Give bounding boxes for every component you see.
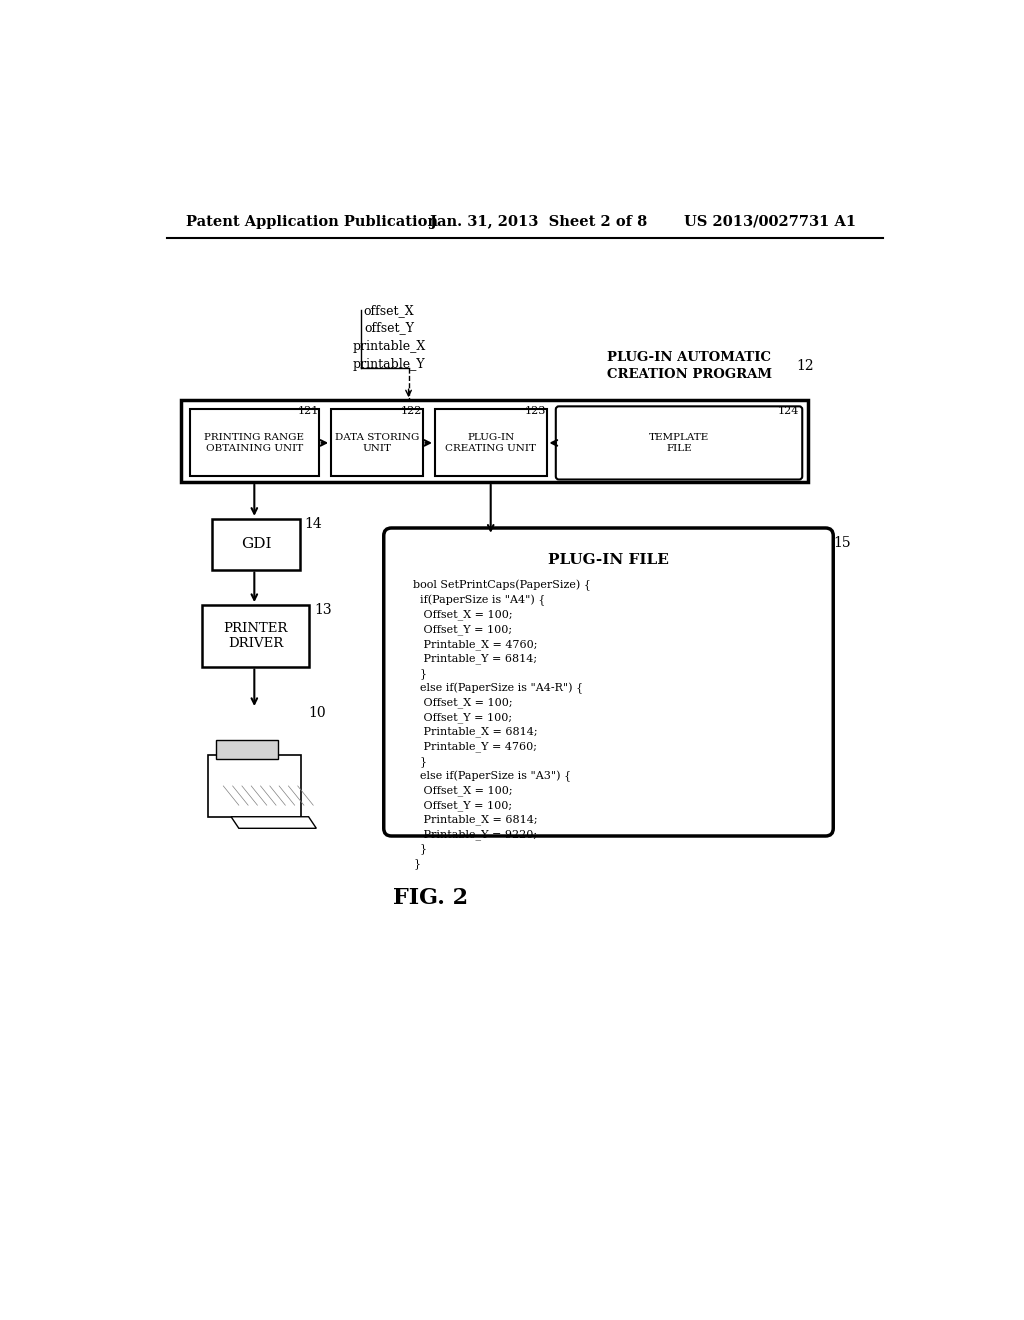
Text: 10: 10: [308, 706, 327, 719]
Text: if(PaperSize is "A4") {: if(PaperSize is "A4") {: [414, 595, 546, 606]
Bar: [180, 400, 809, 482]
Bar: [190, 409, 318, 477]
Bar: [331, 409, 423, 477]
Text: }: }: [414, 756, 427, 767]
Text: 14: 14: [305, 517, 323, 531]
Text: GDI: GDI: [241, 537, 271, 552]
Text: PLUG-IN AUTOMATIC
CREATION PROGRAM: PLUG-IN AUTOMATIC CREATION PROGRAM: [607, 351, 772, 381]
Text: PRINTER
DRIVER: PRINTER DRIVER: [223, 622, 288, 649]
Text: printable_X: printable_X: [352, 339, 426, 352]
Polygon shape: [231, 817, 316, 829]
Text: Printable_X = 4760;: Printable_X = 4760;: [414, 639, 538, 649]
Bar: [216, 739, 278, 759]
Text: }: }: [414, 858, 420, 869]
Text: Offset_Y = 100;: Offset_Y = 100;: [414, 624, 512, 635]
Text: else if(PaperSize is "A3") {: else if(PaperSize is "A3") {: [414, 771, 571, 781]
Text: TEMPLATE
FILE: TEMPLATE FILE: [649, 433, 710, 453]
Text: Printable_X = 6814;: Printable_X = 6814;: [414, 727, 538, 738]
Text: DATA STORING
UNIT: DATA STORING UNIT: [335, 433, 419, 453]
Text: 124: 124: [778, 407, 799, 416]
Text: PRINTING RANGE
OBTAINING UNIT: PRINTING RANGE OBTAINING UNIT: [205, 433, 304, 453]
Text: Printable_Y = 4760;: Printable_Y = 4760;: [414, 742, 538, 752]
Text: Patent Application Publication: Patent Application Publication: [186, 215, 438, 228]
Text: 123: 123: [525, 407, 547, 416]
Text: bool SetPrintCaps(PaperSize) {: bool SetPrintCaps(PaperSize) {: [414, 579, 591, 591]
Text: Printable_Y = 6814;: Printable_Y = 6814;: [414, 653, 538, 664]
Text: 15: 15: [834, 536, 851, 549]
Text: Offset_Y = 100;: Offset_Y = 100;: [414, 711, 512, 723]
Text: }: }: [414, 668, 427, 678]
Text: 122: 122: [401, 407, 423, 416]
Text: else if(PaperSize is "A4-R") {: else if(PaperSize is "A4-R") {: [414, 682, 584, 694]
Text: 13: 13: [314, 603, 332, 618]
Text: Offset_X = 100;: Offset_X = 100;: [414, 610, 513, 620]
FancyBboxPatch shape: [556, 407, 802, 479]
Text: Jan. 31, 2013  Sheet 2 of 8: Jan. 31, 2013 Sheet 2 of 8: [430, 215, 647, 228]
Bar: [212, 519, 300, 570]
Text: Printable_X = 6814;: Printable_X = 6814;: [414, 814, 538, 825]
Text: Offset_Y = 100;: Offset_Y = 100;: [414, 800, 512, 810]
Text: FIG. 2: FIG. 2: [392, 887, 468, 908]
Text: PLUG-IN FILE: PLUG-IN FILE: [548, 553, 669, 568]
Text: Offset_X = 100;: Offset_X = 100;: [414, 785, 513, 796]
Bar: [208, 755, 301, 817]
Text: printable_Y: printable_Y: [353, 358, 426, 371]
Text: }: }: [414, 843, 427, 854]
Text: Offset_X = 100;: Offset_X = 100;: [414, 697, 513, 708]
Bar: [203, 605, 309, 667]
Text: US 2013/0027731 A1: US 2013/0027731 A1: [684, 215, 856, 228]
Text: Printable_Y = 9220;: Printable_Y = 9220;: [414, 829, 538, 840]
Text: offset_Y: offset_Y: [365, 321, 414, 334]
Text: offset_X: offset_X: [364, 305, 415, 317]
Text: 121: 121: [297, 407, 318, 416]
FancyBboxPatch shape: [384, 528, 834, 836]
Text: 12: 12: [796, 359, 814, 374]
Text: PLUG-IN
CREATING UNIT: PLUG-IN CREATING UNIT: [445, 433, 537, 453]
Bar: [435, 409, 547, 477]
